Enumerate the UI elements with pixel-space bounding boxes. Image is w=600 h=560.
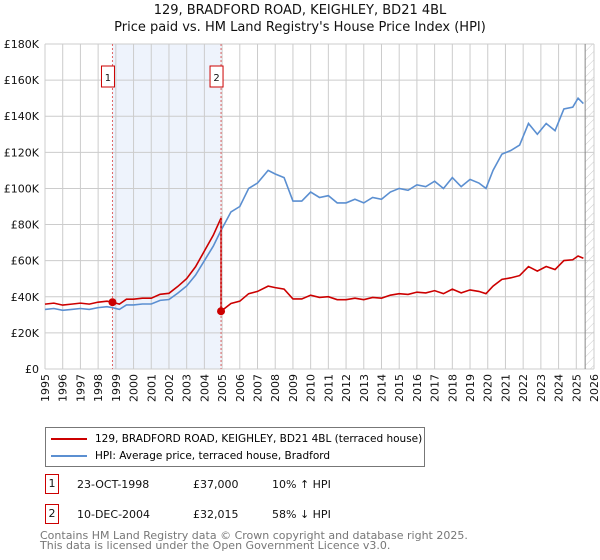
x-tick-label: 2007: [252, 374, 265, 402]
y-tick-label: £120K: [4, 146, 40, 159]
legend-label-hpi: HPI: Average price, terraced house, Brad…: [95, 449, 331, 462]
sale-label-box: [209, 65, 224, 88]
legend: 129, BRADFORD ROAD, KEIGHLEY, BD21 4BL (…: [45, 427, 425, 467]
footer-copyright: Contains HM Land Registry data © Crown c…: [40, 529, 468, 542]
x-tick-label: 2002: [163, 374, 176, 402]
y-tick-label: £0: [25, 363, 39, 376]
sale-hpi-diff: 10% ↑ HPI: [272, 477, 331, 491]
sale-label: 2: [213, 73, 219, 84]
sale-date: 23-OCT-1998: [77, 477, 150, 491]
x-tick-label: 2014: [375, 374, 388, 402]
x-tick-label: 2021: [499, 374, 512, 402]
y-tick-label: £60K: [11, 255, 40, 268]
sale-label-box: [100, 65, 115, 88]
y-tick-label: £100K: [4, 182, 40, 195]
y-tick-label: £40K: [11, 291, 40, 304]
plot-area: 1 2 1995 1996 1997 1998 1999 2000 2001 2002 2003 20…: [4, 38, 600, 402]
sale-number-badge: 2: [45, 504, 59, 524]
y-tick-label: £20K: [11, 327, 40, 340]
x-tick-label: 2005: [216, 374, 229, 402]
sale-hpi-diff: 58% ↓ HPI: [272, 507, 331, 521]
sale-row: 2 10-DEC-2004 £32,015 58% ↓ HPI: [45, 504, 331, 524]
legend-label-property: 129, BRADFORD ROAD, KEIGHLEY, BD21 4BL (…: [95, 432, 423, 445]
property-price-line: [44, 217, 584, 313]
x-tick-label: 2000: [128, 374, 141, 402]
x-tick-label: 1999: [110, 374, 123, 402]
x-tick-label: 2012: [340, 374, 353, 402]
x-tick-label: 2006: [234, 374, 247, 402]
x-tick-label: 2011: [322, 374, 335, 402]
x-tick-label: 2020: [482, 374, 495, 402]
x-tick-label: 2010: [305, 374, 318, 402]
sale-point: [108, 298, 117, 307]
x-tick-label: 2024: [553, 374, 566, 402]
footer: Contains HM Land Registry data © Crown c…: [40, 529, 468, 552]
y-tick-label: £140K: [4, 110, 40, 123]
sale-price: £32,015: [193, 507, 239, 521]
x-tick-label: 2009: [287, 374, 300, 402]
x-tick-label: 2004: [198, 374, 211, 402]
sale-label: 1: [105, 73, 111, 84]
sale-date: 10-DEC-2004: [77, 507, 151, 521]
chart-title: 129, BRADFORD ROAD, KEIGHLEY, BD21 4BL: [153, 3, 447, 18]
sale-point: [217, 307, 226, 316]
y-tick-label: £80K: [11, 219, 40, 232]
x-tick-label: 2022: [517, 374, 530, 402]
x-tick-label: 1995: [39, 374, 52, 402]
x-tick-label: 2013: [358, 374, 371, 402]
hpi-line: [44, 96, 584, 312]
legend-swatch-property: [51, 437, 87, 440]
footer-licence: This data is licensed under the Open Gov…: [40, 539, 391, 552]
x-tick-label: 2023: [535, 374, 548, 402]
x-tick-label: 1996: [57, 374, 70, 402]
x-tick-label: 2026: [588, 374, 600, 402]
x-tick-label: 1997: [74, 374, 87, 402]
x-tick-label: 2003: [181, 374, 194, 402]
legend-swatch-hpi: [51, 454, 87, 457]
sale-number-badge: 1: [45, 474, 59, 494]
ownership-period-shade: [112, 44, 222, 369]
y-tick-label: £180K: [4, 38, 40, 51]
x-tick-label: 2016: [411, 374, 424, 402]
sale-price: £37,000: [193, 477, 239, 491]
x-tick-label: 2019: [464, 374, 477, 402]
x-tick-label: 2017: [429, 374, 442, 402]
x-tick-label: 2015: [393, 374, 406, 402]
y-tick-label: £160K: [4, 74, 40, 87]
x-tick-label: 2001: [145, 374, 158, 402]
forecast-hatch: [585, 44, 594, 369]
x-tick-label: 2018: [446, 374, 459, 402]
x-tick-label: 1998: [92, 374, 105, 402]
x-tick-label: 2008: [269, 374, 282, 402]
x-tick-label: 2025: [570, 374, 583, 402]
chart-subtitle: Price paid vs. HM Land Registry's House …: [114, 20, 486, 35]
sale-row: 1 23-OCT-1998 £37,000 10% ↑ HPI: [45, 474, 331, 494]
